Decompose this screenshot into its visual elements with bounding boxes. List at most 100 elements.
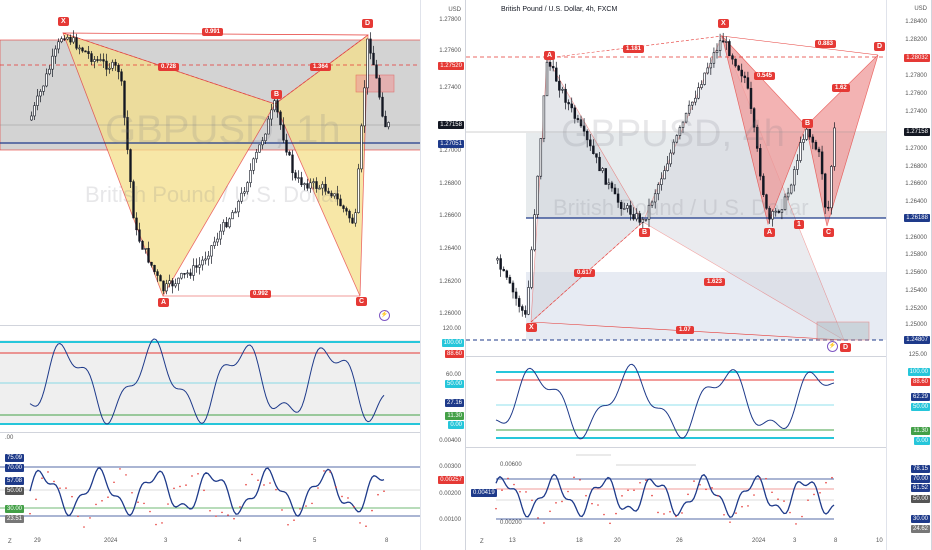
candle-body bbox=[141, 240, 144, 250]
red-level-tag: 1.28032 bbox=[904, 54, 930, 62]
point-d-label: D bbox=[874, 42, 886, 51]
candle-body bbox=[709, 62, 713, 69]
osc2-dots bbox=[293, 519, 295, 521]
candle-body bbox=[378, 77, 381, 98]
osc2-dots bbox=[131, 491, 133, 494]
osc2-dots bbox=[723, 513, 725, 516]
osc2-dots bbox=[591, 502, 593, 505]
candle-body bbox=[345, 208, 348, 212]
osc1-tick: 125.00 bbox=[908, 352, 927, 358]
osc2-dots bbox=[317, 487, 319, 489]
left-chart-panel[interactable]: GBPUSD, 1h British Pound / U.S. Dollar X… bbox=[0, 0, 466, 550]
candle-body bbox=[786, 192, 790, 198]
last-price-tag: 1.27158 bbox=[438, 121, 464, 129]
candle-body bbox=[321, 183, 324, 189]
osc1-tag: 11.30 bbox=[911, 427, 930, 435]
price-tick: 1.26400 bbox=[905, 199, 927, 205]
candle-body bbox=[207, 255, 210, 260]
candle-body bbox=[731, 55, 734, 60]
candle-body bbox=[282, 124, 285, 141]
candle-body bbox=[117, 65, 120, 73]
candle-body bbox=[171, 280, 174, 287]
osc2-dots bbox=[59, 487, 61, 489]
candle-body bbox=[644, 218, 648, 221]
osc2-tag: 50.00 bbox=[910, 495, 930, 503]
candle-body bbox=[201, 259, 204, 266]
candle-body bbox=[697, 87, 700, 99]
candle-body bbox=[369, 38, 372, 54]
pane-separator[interactable] bbox=[0, 432, 422, 433]
osc2-dots bbox=[801, 515, 803, 518]
candle-body bbox=[619, 202, 623, 210]
candle-body bbox=[264, 133, 267, 142]
candle-body bbox=[728, 41, 731, 57]
left-price-axis[interactable]: USD 1.27800 1.27600 1.27400 1.27000 1.26… bbox=[420, 0, 465, 550]
osc2-dots bbox=[525, 491, 527, 493]
candle-body bbox=[589, 139, 592, 147]
candle-body bbox=[267, 118, 270, 135]
timezone-button[interactable]: Z bbox=[8, 539, 12, 545]
candle-body bbox=[703, 72, 706, 85]
candle-body bbox=[517, 298, 521, 307]
price-tick: 1.27000 bbox=[439, 148, 461, 154]
pane-separator[interactable] bbox=[466, 447, 888, 448]
price-tick: 1.26600 bbox=[439, 213, 461, 219]
candle-body bbox=[30, 115, 33, 121]
candle-body bbox=[789, 184, 793, 194]
price-tick: 1.26800 bbox=[439, 181, 461, 187]
candle-body bbox=[186, 272, 189, 275]
candle-body bbox=[545, 61, 549, 97]
osc2-dots bbox=[305, 505, 307, 507]
ratio-label: 0.883 bbox=[815, 40, 837, 48]
candle-body bbox=[740, 69, 743, 77]
candle-body bbox=[765, 194, 768, 209]
osc2-dots bbox=[741, 505, 743, 508]
left-chart-canvas[interactable] bbox=[0, 0, 422, 550]
candle-body bbox=[375, 64, 378, 79]
osc2-series bbox=[495, 473, 835, 519]
point-b-label: B bbox=[802, 119, 814, 128]
osc2-dots bbox=[693, 480, 695, 482]
candle-body bbox=[234, 211, 237, 214]
candle-body bbox=[63, 38, 66, 40]
price-tick: 1.27400 bbox=[439, 85, 461, 91]
candle-body bbox=[570, 103, 573, 109]
candle-body bbox=[168, 280, 171, 285]
ratio-xd-label: 0.991 bbox=[202, 28, 224, 36]
candle-body bbox=[527, 287, 530, 315]
right-price-axis[interactable]: USD 1.28400 1.28200 1.27800 1.27600 1.27… bbox=[886, 0, 931, 550]
candle-body bbox=[548, 61, 552, 67]
pane-separator[interactable] bbox=[466, 356, 888, 357]
point-c-label: C bbox=[356, 297, 368, 306]
osc1-tag: 88.60 bbox=[910, 378, 930, 386]
candle-body bbox=[576, 118, 580, 121]
osc2-dots bbox=[531, 499, 533, 502]
osc2-tag: 61.52 bbox=[910, 484, 930, 492]
candle-body bbox=[759, 148, 762, 177]
price-tick: 1.25000 bbox=[905, 322, 927, 328]
osc1-tag: 50.00 bbox=[444, 380, 464, 388]
osc2-dots bbox=[89, 517, 91, 519]
right-chart-panel[interactable]: British Pound / U.S. Dollar, 4h, FXCM GB… bbox=[466, 0, 932, 550]
candle-body bbox=[604, 168, 607, 185]
candle-body bbox=[830, 166, 833, 209]
timezone-button[interactable]: Z bbox=[480, 539, 484, 545]
osc2-dots bbox=[179, 485, 181, 488]
candle-body bbox=[691, 101, 694, 106]
pane-separator[interactable] bbox=[0, 325, 422, 326]
osc2-dots bbox=[269, 482, 271, 484]
lightning-icon[interactable]: ⚡ bbox=[827, 341, 838, 352]
osc2-dots bbox=[227, 514, 229, 516]
candle-body bbox=[783, 196, 787, 211]
right-chart-canvas[interactable] bbox=[466, 0, 888, 550]
currency-label: USD bbox=[448, 7, 461, 13]
osc2-dots bbox=[597, 504, 599, 506]
price-tick: 1.26000 bbox=[905, 235, 927, 241]
ratio-label: 1.623 bbox=[704, 278, 726, 286]
candle-body bbox=[39, 91, 42, 97]
time-tick: 18 bbox=[576, 538, 583, 544]
osc2-dots bbox=[377, 493, 379, 496]
right-watermark-symbol: GBPUSD, 4h bbox=[561, 113, 785, 155]
lightning-icon[interactable]: ⚡ bbox=[379, 310, 390, 321]
candle-body bbox=[84, 50, 87, 53]
